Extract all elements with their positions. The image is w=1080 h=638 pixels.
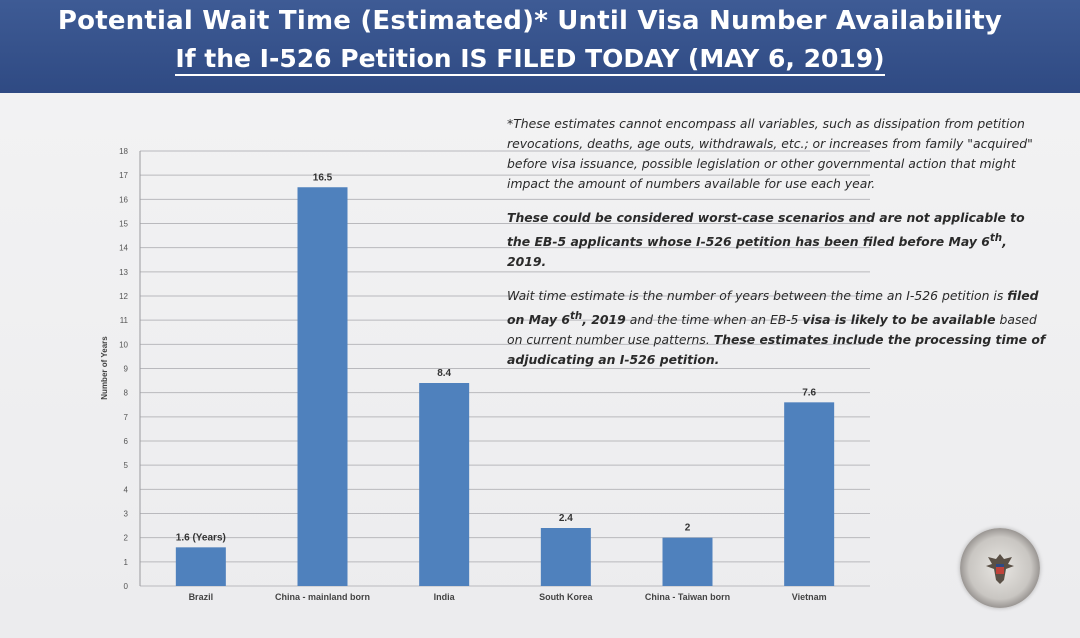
y-tick-label: 9 bbox=[124, 365, 129, 374]
y-axis-title: Number of Years bbox=[100, 336, 109, 400]
y-tick-label: 8 bbox=[124, 389, 129, 398]
y-tick-label: 12 bbox=[119, 292, 128, 301]
slide-title: Potential Wait Time (Estimated)* Until V… bbox=[57, 6, 1003, 36]
data-label: 2 bbox=[685, 523, 691, 534]
y-tick-label: 15 bbox=[119, 220, 128, 229]
y-tick-label: 18 bbox=[119, 147, 128, 156]
y-tick-label: 13 bbox=[119, 268, 128, 277]
y-tick-label: 4 bbox=[124, 485, 129, 494]
y-tick-label: 11 bbox=[120, 316, 129, 325]
y-tick-label: 2 bbox=[124, 534, 129, 543]
y-tick-label: 3 bbox=[124, 510, 129, 519]
subtitle-text: If the I-526 Petition IS FILED TODAY (MA… bbox=[175, 44, 885, 76]
data-label: 16.5 bbox=[313, 172, 333, 183]
note-disclaimer: *These estimates cannot encompass all va… bbox=[507, 116, 1033, 191]
footnotes: *These estimates cannot encompass all va… bbox=[507, 114, 1047, 384]
data-label: 1.6 (Years) bbox=[176, 532, 226, 543]
x-category-label: China - mainland born bbox=[275, 592, 370, 602]
note-definition: Wait time estimate is the number of year… bbox=[507, 288, 1046, 368]
x-category-label: South Korea bbox=[539, 592, 593, 602]
y-tick-label: 6 bbox=[124, 437, 129, 446]
state-department-seal-icon bbox=[960, 528, 1040, 608]
y-tick-label: 7 bbox=[124, 413, 129, 422]
bar bbox=[297, 187, 348, 586]
y-tick-label: 1 bbox=[124, 558, 129, 567]
bar bbox=[419, 383, 470, 586]
y-tick-label: 14 bbox=[119, 244, 128, 253]
data-label: 8.4 bbox=[437, 368, 451, 379]
x-category-label: Vietnam bbox=[792, 592, 827, 602]
y-tick-label: 0 bbox=[124, 582, 129, 591]
y-tick-label: 16 bbox=[119, 195, 128, 204]
data-label: 2.4 bbox=[559, 513, 573, 524]
y-tick-label: 10 bbox=[119, 340, 128, 349]
x-category-label: Brazil bbox=[189, 592, 214, 602]
y-tick-label: 5 bbox=[124, 461, 129, 470]
y-tick-label: 17 bbox=[119, 171, 128, 180]
title-banner: Potential Wait Time (Estimated)* Until V… bbox=[0, 0, 1080, 93]
bar bbox=[784, 402, 835, 586]
bar bbox=[540, 528, 591, 586]
data-label: 7.6 bbox=[802, 387, 816, 398]
note-worst-case: These could be considered worst-case sce… bbox=[507, 210, 1025, 270]
slide-subtitle: If the I-526 Petition IS FILED TODAY (MA… bbox=[0, 44, 1060, 76]
bar bbox=[175, 547, 226, 586]
bar bbox=[662, 537, 713, 586]
x-category-label: India bbox=[434, 592, 456, 602]
x-category-label: China - Taiwan born bbox=[645, 592, 730, 602]
